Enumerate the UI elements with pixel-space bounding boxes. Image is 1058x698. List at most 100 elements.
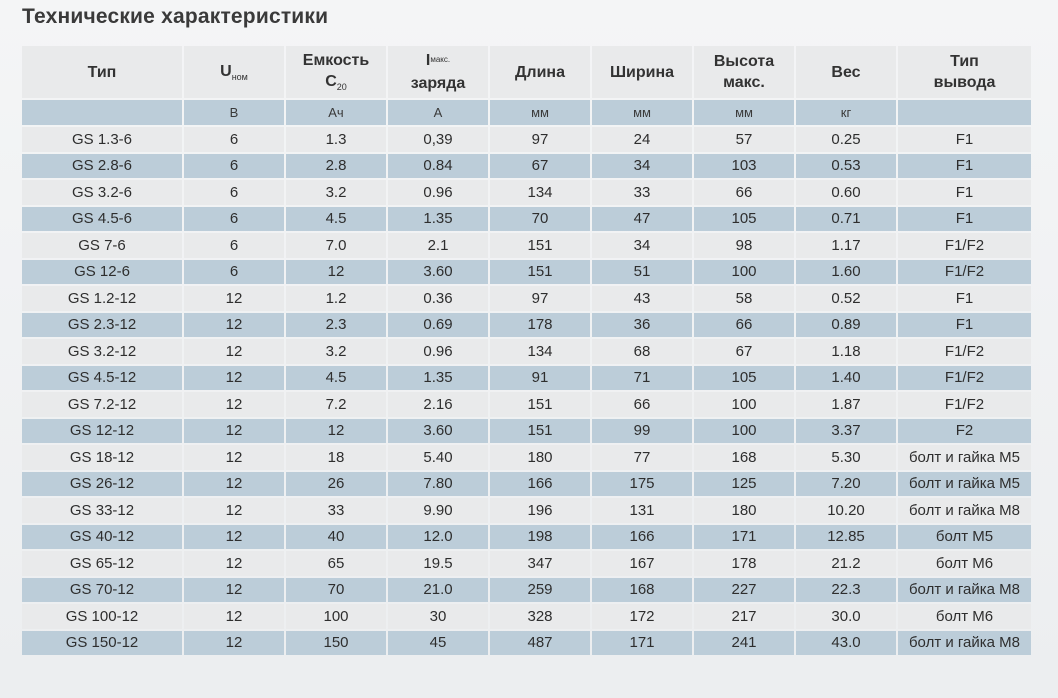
cell-capacity: 2.8 (286, 153, 386, 178)
cell-height: 178 (694, 551, 794, 576)
cell-current: 21.0 (388, 577, 488, 602)
cell-current: 1.35 (388, 206, 488, 231)
cell-width: 166 (592, 524, 692, 549)
table-row: GS 2.8-6 6 2.8 0.84 67 34 103 0.53 F1 (22, 153, 1031, 178)
cell-voltage: 12 (184, 604, 284, 629)
cell-terminal: болт и гайка М8 (898, 577, 1031, 602)
cell-width: 171 (592, 630, 692, 655)
cell-width: 175 (592, 471, 692, 496)
cell-voltage: 6 (184, 233, 284, 258)
table-row: GS 100-12 12 100 30 328 172 217 30.0 болт М6 (22, 604, 1031, 629)
cell-height: 100 (694, 392, 794, 417)
cell-terminal: F1 (898, 153, 1031, 178)
table-row: GS 7-6 6 7.0 2.1 151 34 98 1.17 F1/F2 (22, 233, 1031, 258)
cell-capacity: 12 (286, 259, 386, 284)
header-weight: Вес (796, 46, 896, 98)
cell-length: 151 (490, 233, 590, 258)
cell-width: 71 (592, 365, 692, 390)
cell-current: 0.69 (388, 312, 488, 337)
cell-voltage: 12 (184, 286, 284, 311)
cell-height: 66 (694, 312, 794, 337)
cell-terminal: F1 (898, 127, 1031, 152)
cell-capacity: 65 (286, 551, 386, 576)
cell-current: 0.84 (388, 153, 488, 178)
cell-width: 34 (592, 233, 692, 258)
cell-height: 57 (694, 127, 794, 152)
header-height: Высота макс. (694, 46, 794, 98)
cell-type: GS 1.2-12 (22, 286, 182, 311)
header-width: Ширина (592, 46, 692, 98)
cell-voltage: 12 (184, 471, 284, 496)
cell-terminal: болт М6 (898, 604, 1031, 629)
cell-width: 43 (592, 286, 692, 311)
cell-type: GS 70-12 (22, 577, 182, 602)
cell-height: 168 (694, 445, 794, 470)
cell-voltage: 12 (184, 551, 284, 576)
cell-capacity: 7.0 (286, 233, 386, 258)
cell-weight: 10.20 (796, 498, 896, 523)
cell-height: 100 (694, 418, 794, 443)
unit-width: мм (592, 100, 692, 125)
cell-voltage: 6 (184, 127, 284, 152)
cell-current: 0.96 (388, 180, 488, 205)
cell-current: 7.80 (388, 471, 488, 496)
cell-height: 241 (694, 630, 794, 655)
cell-length: 259 (490, 577, 590, 602)
table-row: GS 7.2-12 12 7.2 2.16 151 66 100 1.87 F1/F2 (22, 392, 1031, 417)
cell-width: 168 (592, 577, 692, 602)
header-terminal: Тип вывода (898, 46, 1031, 98)
cell-current: 12.0 (388, 524, 488, 549)
cell-width: 131 (592, 498, 692, 523)
cell-type: GS 4.5-6 (22, 206, 182, 231)
cell-length: 151 (490, 259, 590, 284)
cell-voltage: 12 (184, 365, 284, 390)
unit-height: мм (694, 100, 794, 125)
table-row: GS 40-12 12 40 12.0 198 166 171 12.85 болт М5 (22, 524, 1031, 549)
cell-width: 24 (592, 127, 692, 152)
cell-capacity: 33 (286, 498, 386, 523)
cell-terminal: F1/F2 (898, 339, 1031, 364)
table-row: GS 1.3-6 6 1.3 0,39 97 24 57 0.25 F1 (22, 127, 1031, 152)
cell-weight: 0.89 (796, 312, 896, 337)
cell-capacity: 4.5 (286, 206, 386, 231)
cell-terminal: F1 (898, 312, 1031, 337)
cell-current: 45 (388, 630, 488, 655)
cell-capacity: 26 (286, 471, 386, 496)
unit-type (22, 100, 182, 125)
cell-current: 30 (388, 604, 488, 629)
cell-height: 100 (694, 259, 794, 284)
cell-length: 166 (490, 471, 590, 496)
cell-weight: 0.60 (796, 180, 896, 205)
table-row: GS 150-12 12 150 45 487 171 241 43.0 болт и гайк… (22, 630, 1031, 655)
cell-voltage: 12 (184, 392, 284, 417)
cell-current: 0.96 (388, 339, 488, 364)
cell-current: 3.60 (388, 259, 488, 284)
cell-weight: 3.37 (796, 418, 896, 443)
cell-height: 66 (694, 180, 794, 205)
cell-current: 5.40 (388, 445, 488, 470)
cell-capacity: 1.2 (286, 286, 386, 311)
cell-length: 67 (490, 153, 590, 178)
cell-type: GS 18-12 (22, 445, 182, 470)
table-row: GS 4.5-6 6 4.5 1.35 70 47 105 0.71 F1 (22, 206, 1031, 231)
cell-height: 125 (694, 471, 794, 496)
table-row: GS 2.3-12 12 2.3 0.69 178 36 66 0.89 F1 (22, 312, 1031, 337)
header-row: Тип Uном Емкость C20 Iмакс. заряда Длина Ш… (22, 46, 1031, 98)
unit-weight: кг (796, 100, 896, 125)
cell-width: 68 (592, 339, 692, 364)
unit-capacity: Ач (286, 100, 386, 125)
cell-length: 328 (490, 604, 590, 629)
table-row: GS 26-12 12 26 7.80 166 175 125 7.20 болт и гайк… (22, 471, 1031, 496)
cell-current: 3.60 (388, 418, 488, 443)
cell-height: 227 (694, 577, 794, 602)
cell-weight: 0.71 (796, 206, 896, 231)
cell-current: 2.1 (388, 233, 488, 258)
cell-capacity: 4.5 (286, 365, 386, 390)
cell-capacity: 12 (286, 418, 386, 443)
cell-type: GS 2.3-12 (22, 312, 182, 337)
cell-capacity: 2.3 (286, 312, 386, 337)
cell-voltage: 12 (184, 339, 284, 364)
cell-capacity: 3.2 (286, 180, 386, 205)
cell-type: GS 33-12 (22, 498, 182, 523)
cell-type: GS 150-12 (22, 630, 182, 655)
